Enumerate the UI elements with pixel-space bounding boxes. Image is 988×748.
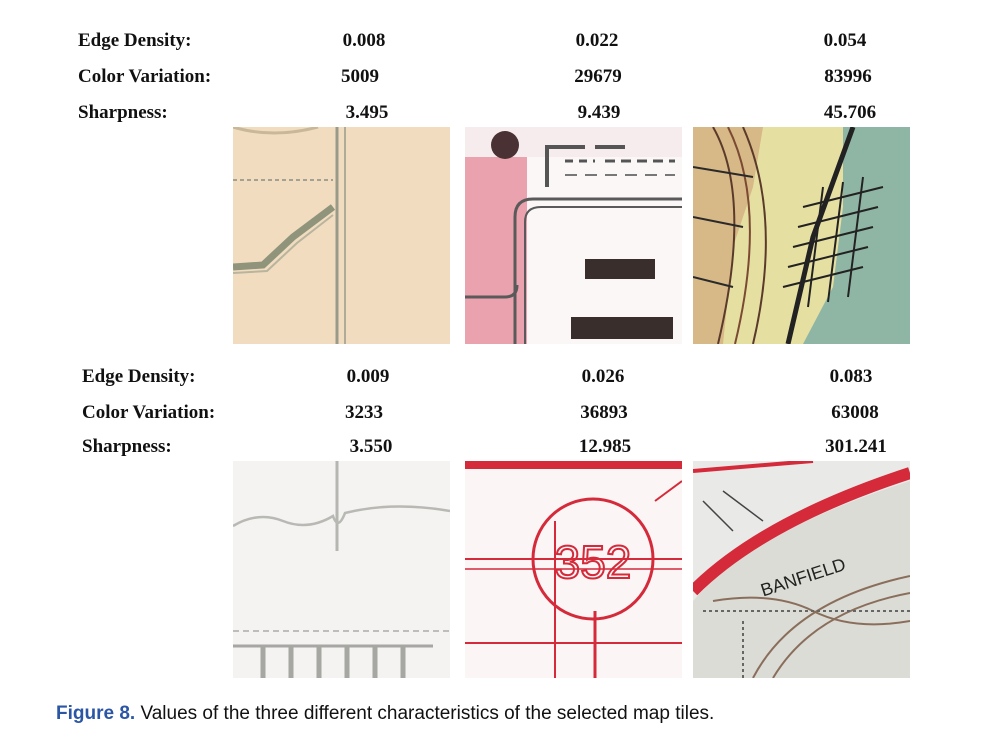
caption-text: Values of the three different characteri… — [135, 703, 715, 724]
row1-edge-density-value-2: 0.022 — [575, 30, 619, 51]
map-tile-1-3 — [693, 127, 910, 344]
map-tile-1-2 — [465, 127, 682, 344]
row2-sharpness-value-2: 12.985 — [578, 436, 632, 457]
map-tile-2-2: 352 — [465, 461, 682, 678]
row2-color-variation-value-1: 3233 — [345, 402, 383, 423]
row1-color-variation-value-2: 29679 — [574, 66, 622, 87]
row1-sharpness-label: Sharpness: — [78, 102, 168, 123]
row2-sharpness-label: Sharpness: — [82, 436, 172, 457]
row1-edge-density-value-1: 0.008 — [342, 30, 386, 51]
row2-edge-density-value-3: 0.083 — [829, 366, 873, 387]
row1-sharpness-value-1: 3.495 — [345, 102, 389, 123]
row2-sharpness-value-3: 301.241 — [825, 436, 887, 457]
row1-sharpness-value-3: 45.706 — [823, 102, 877, 123]
row2-sharpness-value-1: 3.550 — [349, 436, 393, 457]
map-tile-2-1 — [233, 461, 450, 678]
figure-caption: Figure 8. Values of the three different … — [56, 703, 714, 725]
row2-color-variation-value-3: 63008 — [831, 402, 879, 423]
map-circle-number: 352 — [555, 536, 632, 588]
row2-edge-density-value-1: 0.009 — [346, 366, 390, 387]
row1-color-variation-label: Color Variation: — [78, 66, 212, 87]
map-tile-2-3: BANFIELD — [693, 461, 910, 678]
row2-color-variation-value-2: 36893 — [580, 402, 628, 423]
map-tile-1-1 — [233, 127, 450, 344]
row1-color-variation-value-1: 5009 — [341, 66, 379, 87]
figure-label: Figure 8. — [56, 703, 136, 724]
row2-edge-density-label: Edge Density: — [82, 366, 196, 387]
row1-sharpness-value-2: 9.439 — [577, 102, 621, 123]
row1-edge-density-label: Edge Density: — [78, 30, 192, 51]
row1-edge-density-value-3: 0.054 — [823, 30, 867, 51]
row2-edge-density-value-2: 0.026 — [581, 366, 625, 387]
row1-color-variation-value-3: 83996 — [824, 66, 872, 87]
row2-color-variation-label: Color Variation: — [82, 402, 216, 423]
